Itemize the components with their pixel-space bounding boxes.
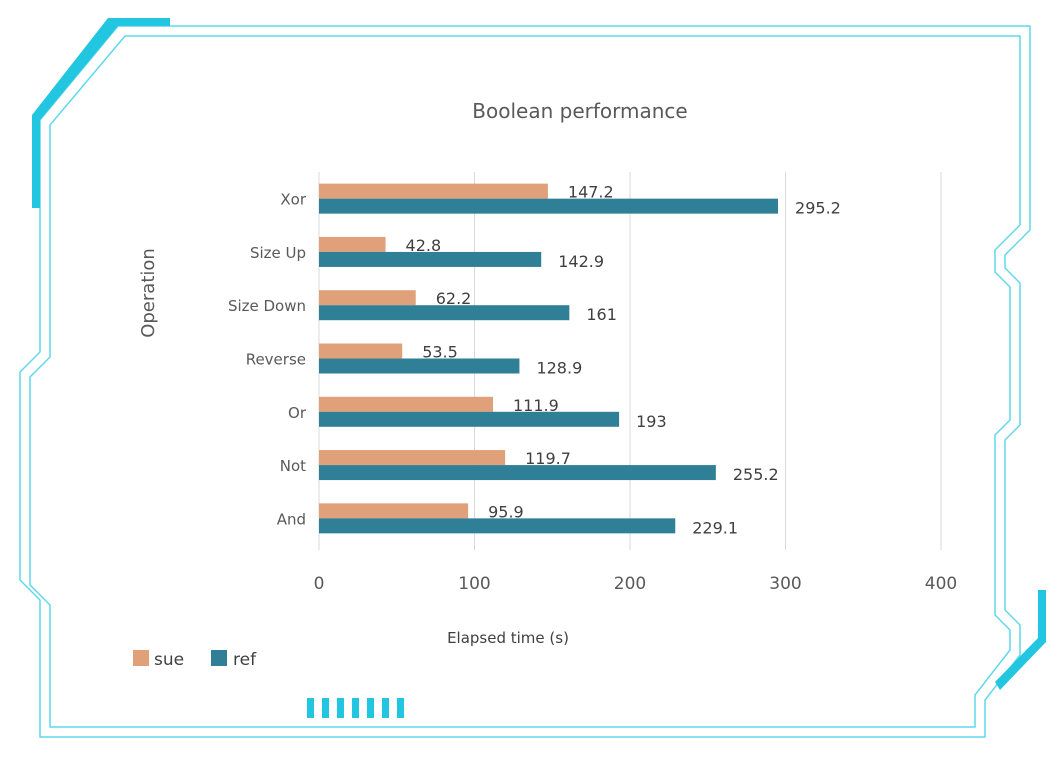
category-label: Or [288, 404, 307, 422]
data-label-ref: 142.9 [558, 252, 604, 271]
bar-ref [319, 411, 620, 427]
data-label-sue: 119.7 [525, 449, 571, 468]
bar-sue [319, 290, 416, 306]
bar-sue [319, 503, 469, 519]
bar-sue [319, 183, 548, 199]
bar-ref [319, 358, 520, 374]
x-tick-label: 400 [925, 574, 957, 594]
category-label: Size Up [250, 244, 306, 262]
data-label-ref: 128.9 [536, 359, 582, 378]
legend-label-ref: ref [233, 650, 257, 670]
data-label-ref: 295.2 [795, 199, 841, 218]
data-label-sue: 95.9 [488, 502, 524, 521]
chart-title: Boolean performance [472, 99, 687, 123]
data-label-sue: 42.8 [406, 236, 442, 255]
bar-ref [319, 305, 570, 321]
category-label: Reverse [246, 351, 306, 369]
category-label: Not [280, 457, 306, 475]
bar-ref [319, 465, 716, 481]
bars [319, 183, 779, 534]
legend-swatch-ref [211, 650, 227, 666]
data-label-ref: 161 [586, 305, 617, 324]
bar-sue [319, 343, 403, 359]
legend-label-sue: sue [154, 650, 184, 670]
bar-sue [319, 396, 494, 412]
data-label-ref: 229.1 [692, 518, 738, 537]
data-label-sue: 62.2 [436, 289, 472, 308]
bar-sue [319, 236, 386, 252]
x-tick-label: 200 [614, 574, 646, 594]
decorative-frame [19, 18, 1046, 738]
category-labels: Xor Size Up Size Down Reverse Or Not And [228, 191, 307, 529]
legend-swatch-sue [133, 650, 149, 666]
data-label-sue: 53.5 [422, 343, 458, 362]
data-label-sue: 147.2 [568, 183, 614, 202]
x-tick-label: 300 [769, 574, 801, 594]
x-tick-label: 100 [458, 574, 490, 594]
bar-ref [319, 251, 542, 267]
data-label-ref: 193 [636, 412, 667, 431]
bar-sue [319, 450, 506, 466]
legend: sue ref [133, 650, 257, 670]
y-axis-title: Operation [138, 248, 159, 338]
x-tick-label: 0 [314, 574, 325, 594]
data-labels: 147.2 295.2 42.8 142.9 62.2 161 53.5 128.9 111.9… [406, 183, 841, 538]
x-axis-title: Elapsed time (s) [447, 629, 569, 647]
category-label: Size Down [228, 297, 306, 315]
x-tick-labels: 0 100 200 300 400 [314, 574, 958, 594]
bar-ref [319, 198, 779, 214]
bar-ref [319, 518, 676, 534]
data-label-sue: 111.9 [513, 396, 559, 415]
category-label: And [277, 510, 306, 528]
category-label: Xor [280, 191, 306, 209]
data-label-ref: 255.2 [733, 465, 779, 484]
